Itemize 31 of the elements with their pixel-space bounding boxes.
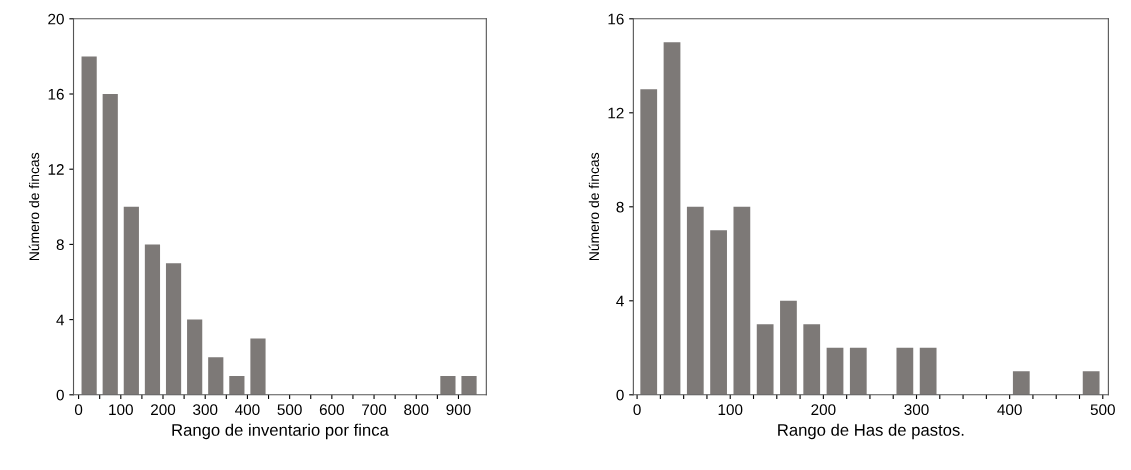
y-tick-label: 8: [616, 201, 624, 213]
y-tick-label: 16: [608, 13, 624, 25]
x-tick-label: 300: [904, 404, 929, 416]
x-tick-label: 600: [319, 404, 344, 416]
x-tick-label: 800: [404, 404, 429, 416]
y-tick-label: 4: [616, 295, 624, 307]
x-axis-title: Rango de inventario por finca: [172, 423, 389, 440]
x-tick-label: 0: [74, 404, 83, 416]
y-tick-label: 0: [56, 389, 64, 401]
x-axis-title: Rango de Has de pastos.: [778, 423, 964, 440]
x-tick-label: 500: [277, 404, 302, 416]
x-tick-label: 700: [362, 404, 387, 416]
y-tick-label: 20: [48, 13, 64, 25]
y-axis-title: Número de fincas: [588, 152, 600, 261]
x-tick-label: 200: [811, 404, 836, 416]
x-tick-label: 400: [997, 404, 1022, 416]
y-tick-label: 8: [56, 239, 64, 251]
y-axis-title: Número de fincas: [28, 152, 40, 261]
x-tick-label: 200: [151, 404, 176, 416]
y-tick-label: 12: [608, 107, 624, 119]
y-tick-label: 0: [616, 389, 624, 401]
x-tick-label: 100: [718, 404, 743, 416]
x-tick-label: 300: [193, 404, 218, 416]
y-tick-label: 16: [48, 88, 64, 100]
x-tick-label: 900: [446, 404, 471, 416]
x-tick-label: 0: [633, 404, 641, 416]
x-tick-label: 400: [235, 404, 260, 416]
x-tick-label: 500: [1090, 404, 1115, 416]
y-tick-label: 12: [48, 164, 64, 175]
y-tick-label: 4: [56, 314, 65, 326]
x-tick-label: 100: [109, 404, 133, 416]
